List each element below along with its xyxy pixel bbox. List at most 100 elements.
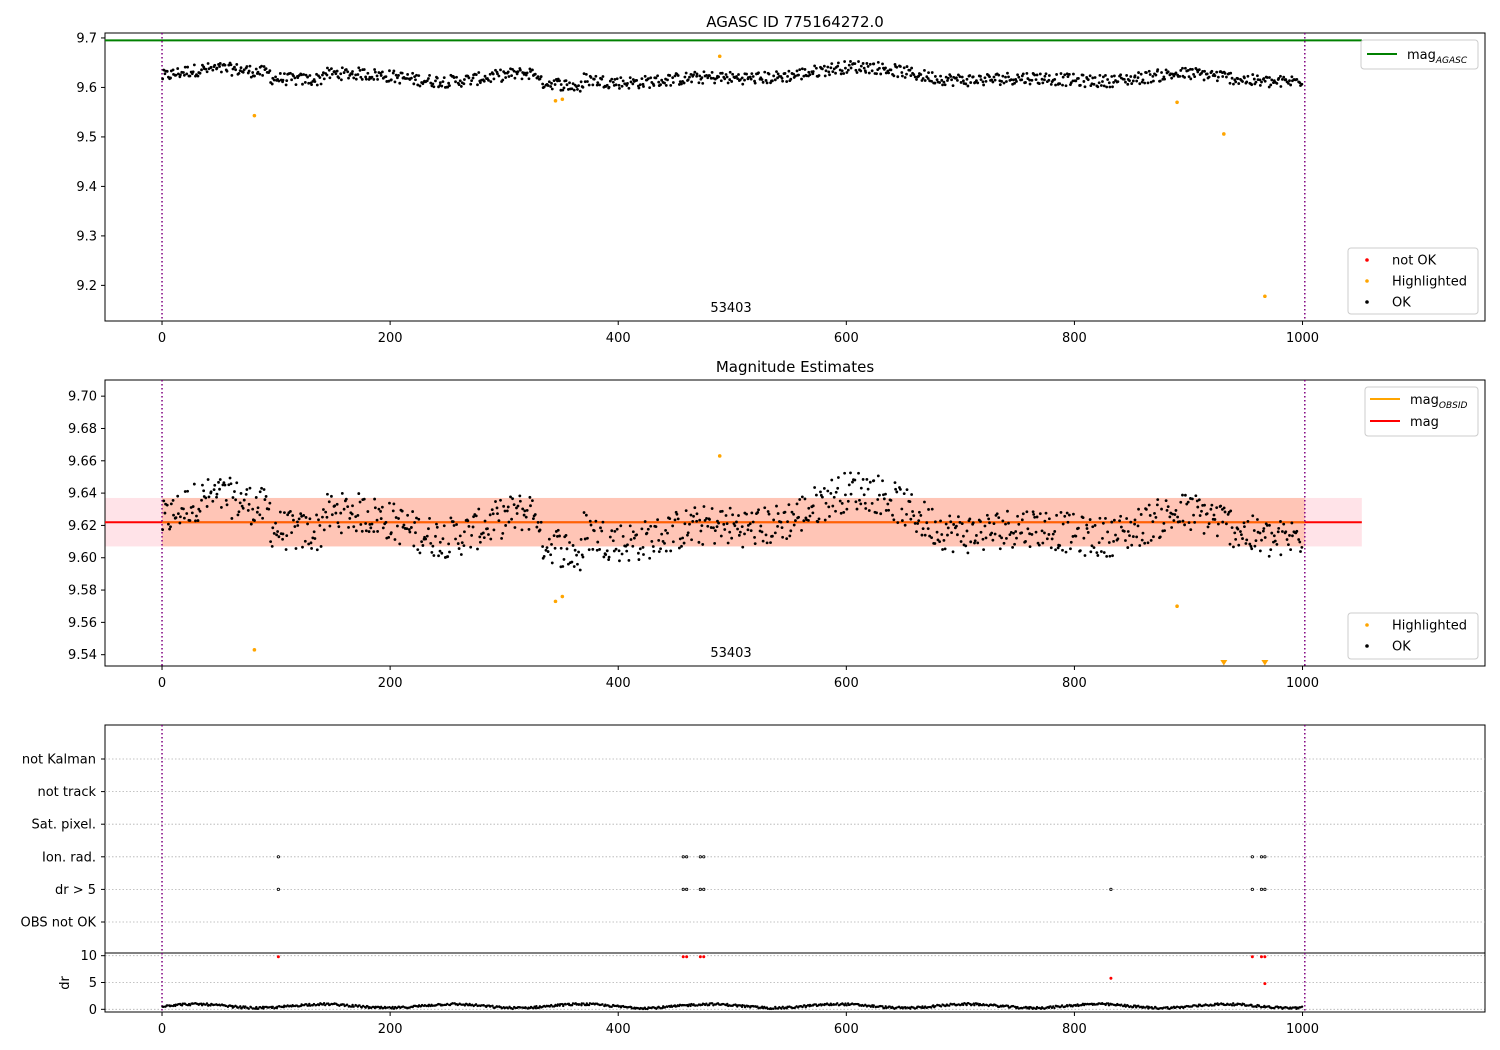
ok-point: [1020, 78, 1024, 82]
ok-point: [983, 524, 987, 528]
ok-point: [478, 81, 482, 85]
ok-point: [513, 526, 517, 529]
ok-point: [652, 549, 656, 553]
ok-point: [310, 547, 313, 550]
ok-point: [558, 79, 561, 83]
highlighted-point: [553, 98, 558, 103]
ok-point: [1251, 73, 1255, 76]
ok-point: [531, 517, 535, 520]
ok-point: [176, 67, 180, 70]
ok-point: [391, 509, 395, 513]
ok-point: [178, 521, 182, 525]
ok-point: [428, 517, 431, 520]
ok-point: [446, 555, 450, 558]
ok-point: [191, 70, 195, 74]
ok-point: [693, 506, 697, 510]
ok-point: [942, 538, 946, 542]
ok-point: [619, 524, 623, 528]
ok-point: [713, 529, 717, 532]
ok-point: [669, 83, 673, 87]
ok-point: [829, 66, 833, 70]
ok-point: [220, 506, 223, 509]
ok-point: [682, 81, 686, 85]
ion-rad-flag-point: [1259, 855, 1264, 859]
ok-point: [1244, 542, 1248, 545]
ion-rad-flag-point: [1250, 855, 1254, 859]
ok-point: [695, 512, 699, 516]
ok-point: [1144, 508, 1148, 511]
ok-point: [1043, 78, 1046, 82]
ok-point: [1041, 541, 1045, 545]
dr-point: [845, 1004, 848, 1007]
ok-point: [1221, 75, 1225, 78]
ok-point: [1140, 538, 1144, 542]
ok-point: [215, 492, 219, 496]
ok-point: [1270, 78, 1274, 82]
ok-point: [683, 522, 687, 526]
ok-point: [712, 526, 715, 530]
ok-point: [218, 62, 222, 65]
ok-point: [608, 535, 612, 539]
ok-point: [340, 66, 344, 70]
ok-point: [968, 74, 972, 77]
ok-point: [573, 548, 577, 552]
dr5-flag-point: [276, 887, 280, 892]
ok-point: [515, 506, 518, 510]
ok-point: [239, 66, 243, 70]
ok-point: [350, 512, 354, 516]
ok-point: [364, 75, 368, 79]
ok-point: [737, 73, 740, 76]
dr-point: [391, 1005, 394, 1009]
ok-point: [474, 514, 478, 518]
ok-point: [523, 509, 527, 513]
ok-point: [1128, 79, 1131, 83]
ok-point: [844, 493, 847, 497]
ok-point: [1017, 75, 1021, 79]
ok-point: [756, 511, 760, 514]
ok-point: [1101, 80, 1104, 83]
estimates-xtick-label: 0: [158, 676, 166, 691]
ok-point: [717, 75, 720, 79]
ok-point: [643, 74, 647, 78]
ok-point: [507, 520, 511, 524]
ok-point: [380, 505, 384, 509]
ok-point: [1065, 72, 1069, 76]
ok-point: [900, 519, 904, 522]
ok-point: [605, 549, 609, 553]
ok-point: [737, 514, 740, 517]
ok-point: [988, 521, 991, 525]
dr-point: [1152, 1007, 1155, 1010]
ok-point: [621, 534, 625, 538]
ok-point: [432, 85, 436, 89]
ok-point: [962, 79, 965, 83]
ok-point: [1038, 512, 1042, 516]
highlighted-point: [1175, 100, 1179, 105]
ok-point: [264, 495, 268, 498]
ok-point: [241, 506, 245, 510]
ok-point: [915, 530, 918, 534]
ok-point: [675, 512, 679, 516]
ok-point: [896, 521, 900, 525]
dr-point: [506, 1007, 510, 1010]
ok-point: [296, 524, 300, 527]
ok-point: [780, 76, 784, 80]
ok-point: [753, 542, 757, 546]
ok-point: [324, 510, 328, 514]
ok-point: [803, 68, 807, 71]
ok-point: [1279, 85, 1283, 88]
ok-point: [448, 84, 451, 88]
agasc-point-legend: [1347, 247, 1479, 315]
ok-point: [1107, 541, 1111, 544]
ok-point: [706, 524, 710, 528]
legend-point-label: OK: [1392, 640, 1411, 655]
ok-point: [1295, 529, 1299, 533]
ok-point: [192, 482, 196, 486]
ok-point: [971, 75, 975, 79]
ok-point: [1288, 534, 1291, 537]
ok-point: [521, 507, 525, 511]
ok-point: [993, 532, 997, 536]
dr-point: [360, 1006, 363, 1009]
ok-point: [858, 498, 861, 502]
ok-point: [656, 74, 660, 78]
ok-point: [1215, 506, 1219, 510]
